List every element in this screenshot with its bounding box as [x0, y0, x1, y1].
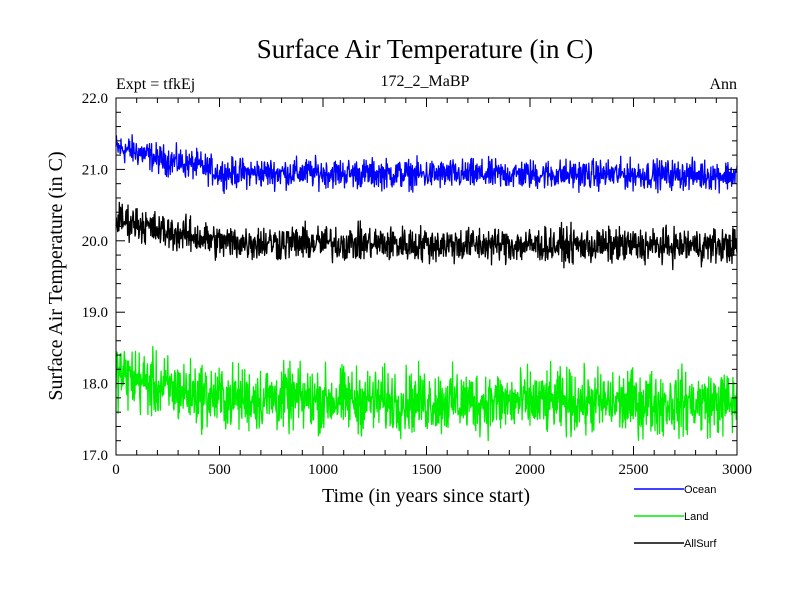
- season-label: Ann: [709, 76, 737, 93]
- series-line-ocean: [115, 134, 738, 194]
- y-tick-label: 17.0: [82, 448, 108, 464]
- y-axis-label: Surface Air Temperature (in C): [45, 151, 67, 400]
- chart-subtitle: 172_2_MaBP: [381, 73, 470, 90]
- x-tick-label: 500: [208, 462, 231, 478]
- y-tick-label: 18.0: [82, 377, 108, 393]
- legend: Ocean Land AllSurf: [634, 484, 717, 550]
- x-tick-label: 0: [112, 462, 120, 478]
- x-tick-label: 3000: [722, 462, 752, 478]
- y-tick-label: 21.0: [82, 162, 108, 178]
- legend-label-ocean: Ocean: [684, 484, 716, 496]
- legend-label-land: Land: [684, 511, 708, 523]
- chart-title: Surface Air Temperature (in C): [257, 34, 594, 64]
- x-axis-label: Time (in years since start): [322, 485, 530, 507]
- legend-label-allsurf: AllSurf: [684, 538, 717, 550]
- plot-area: [115, 134, 738, 442]
- x-tick-label: 2000: [515, 462, 545, 478]
- series-line-land: [115, 345, 738, 442]
- y-tick-label: 19.0: [82, 305, 108, 321]
- expt-label: Expt = tfkEj: [116, 76, 195, 93]
- axes: 0 500 1000 1500 2000 2500 3000 17.0 18.0 19.0 20.0…: [82, 91, 752, 478]
- x-tick-label: 2500: [619, 462, 649, 478]
- y-tick-label: 20.0: [82, 234, 108, 250]
- x-tick-label: 1000: [308, 462, 338, 478]
- series-line-allsurf: [115, 201, 738, 271]
- x-tick-label: 1500: [412, 462, 442, 478]
- y-tick-label: 22.0: [82, 91, 108, 107]
